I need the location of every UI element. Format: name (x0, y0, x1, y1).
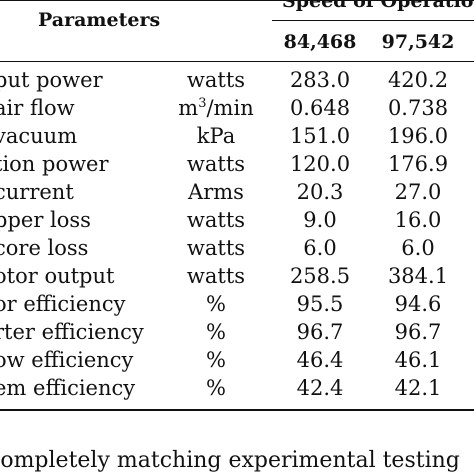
unit-cell: watts (186, 208, 246, 232)
speed-2-value: 96.7 (394, 320, 442, 344)
unit-cell: watts (186, 236, 246, 260)
parameter-cell: ow efficiency (0, 348, 134, 372)
table-top-rule (0, 0, 474, 1)
speed-2-value: 46.1 (394, 348, 442, 372)
unit-cell: % (206, 376, 226, 400)
speed-1-value: 258.5 (289, 264, 351, 288)
speed-group-header: Speed of Operation (282, 0, 474, 12)
unit-cell: kPa (196, 124, 236, 148)
table-row: em efficiency % 42.4 42.1 (0, 374, 474, 402)
speed-1-value: 96.7 (296, 320, 344, 344)
unit-cell: watts (186, 152, 246, 176)
table-bottom-rule (0, 409, 474, 411)
parameter-cell: em efficiency (0, 376, 136, 400)
unit-base: m (178, 96, 199, 120)
unit-cell: watts (186, 264, 246, 288)
speed-2-value: 27.0 (394, 180, 442, 204)
speed-1-value: 6.0 (303, 236, 337, 260)
speed-1-value: 120.0 (289, 152, 351, 176)
unit-rest: /min (206, 96, 254, 120)
unit-cell: % (206, 348, 226, 372)
speed-2-header: 97,542 (381, 31, 455, 53)
table-row: current Arms 20.3 27.0 (0, 178, 474, 206)
speed-2-value: 420.2 (387, 68, 449, 92)
header-rule (0, 61, 474, 62)
parameter-cell: air flow (0, 96, 75, 120)
parameter-cell: put power (0, 68, 103, 92)
speed-2-value: 94.6 (394, 292, 442, 316)
table-row: ow efficiency % 46.4 46.1 (0, 346, 474, 374)
speed-1-value: 9.0 (303, 208, 337, 232)
table-body: put power watts 283.0 420.2 air flow m3/… (0, 66, 474, 402)
speed-2-value: 384.1 (387, 264, 449, 288)
speed-1-value: 283.0 (289, 68, 351, 92)
speed-1-value: 95.5 (296, 292, 344, 316)
parameter-cell: otor output (0, 264, 115, 288)
parameter-cell: vacuum (0, 124, 78, 148)
table-row: rter efficiency % 96.7 96.7 (0, 318, 474, 346)
speed-1-value: 46.4 (296, 348, 344, 372)
table-row: tion power watts 120.0 176.9 (0, 150, 474, 178)
speed-1-value: 42.4 (296, 376, 344, 400)
unit-cell: % (206, 292, 226, 316)
unit-superscript: 3 (198, 96, 207, 111)
speed-2-value: 176.9 (387, 152, 449, 176)
unit-cell: % (206, 320, 226, 344)
speed-2-value: 196.0 (387, 124, 449, 148)
unit-cell: m3/min (170, 94, 262, 122)
parameter-cell: pper loss (0, 208, 91, 232)
table-row: or efficiency % 95.5 94.6 (0, 290, 474, 318)
parameter-cell: or efficiency (0, 292, 126, 316)
unit-cell: watts (186, 68, 246, 92)
speed-2-value: 0.738 (387, 96, 449, 120)
parameter-cell: core loss (0, 236, 89, 260)
speed-1-value: 20.3 (296, 180, 344, 204)
table-row: core loss watts 6.0 6.0 (0, 234, 474, 262)
footnote-text: completely matching experimental testing (0, 448, 460, 473)
table-row: put power watts 283.0 420.2 (0, 66, 474, 94)
speed-2-value: 16.0 (394, 208, 442, 232)
parameter-cell: rter efficiency (0, 320, 144, 344)
speed-1-value: 151.0 (289, 124, 351, 148)
speed-group-rule (272, 20, 474, 21)
parameter-cell: current (0, 180, 74, 204)
table-row: pper loss watts 9.0 16.0 (0, 206, 474, 234)
speed-1-value: 0.648 (289, 96, 351, 120)
parameters-header: Parameters (38, 9, 161, 31)
unit-cell: Arms (188, 180, 244, 204)
table-row: air flow m3/min 0.648 0.738 (0, 94, 474, 122)
speed-1-header: 84,468 (283, 31, 357, 53)
speed-2-value: 6.0 (401, 236, 435, 260)
parameter-cell: tion power (0, 152, 109, 176)
table-row: otor output watts 258.5 384.1 (0, 262, 474, 290)
table-row: vacuum kPa 151.0 196.0 (0, 122, 474, 150)
speed-2-value: 42.1 (394, 376, 442, 400)
